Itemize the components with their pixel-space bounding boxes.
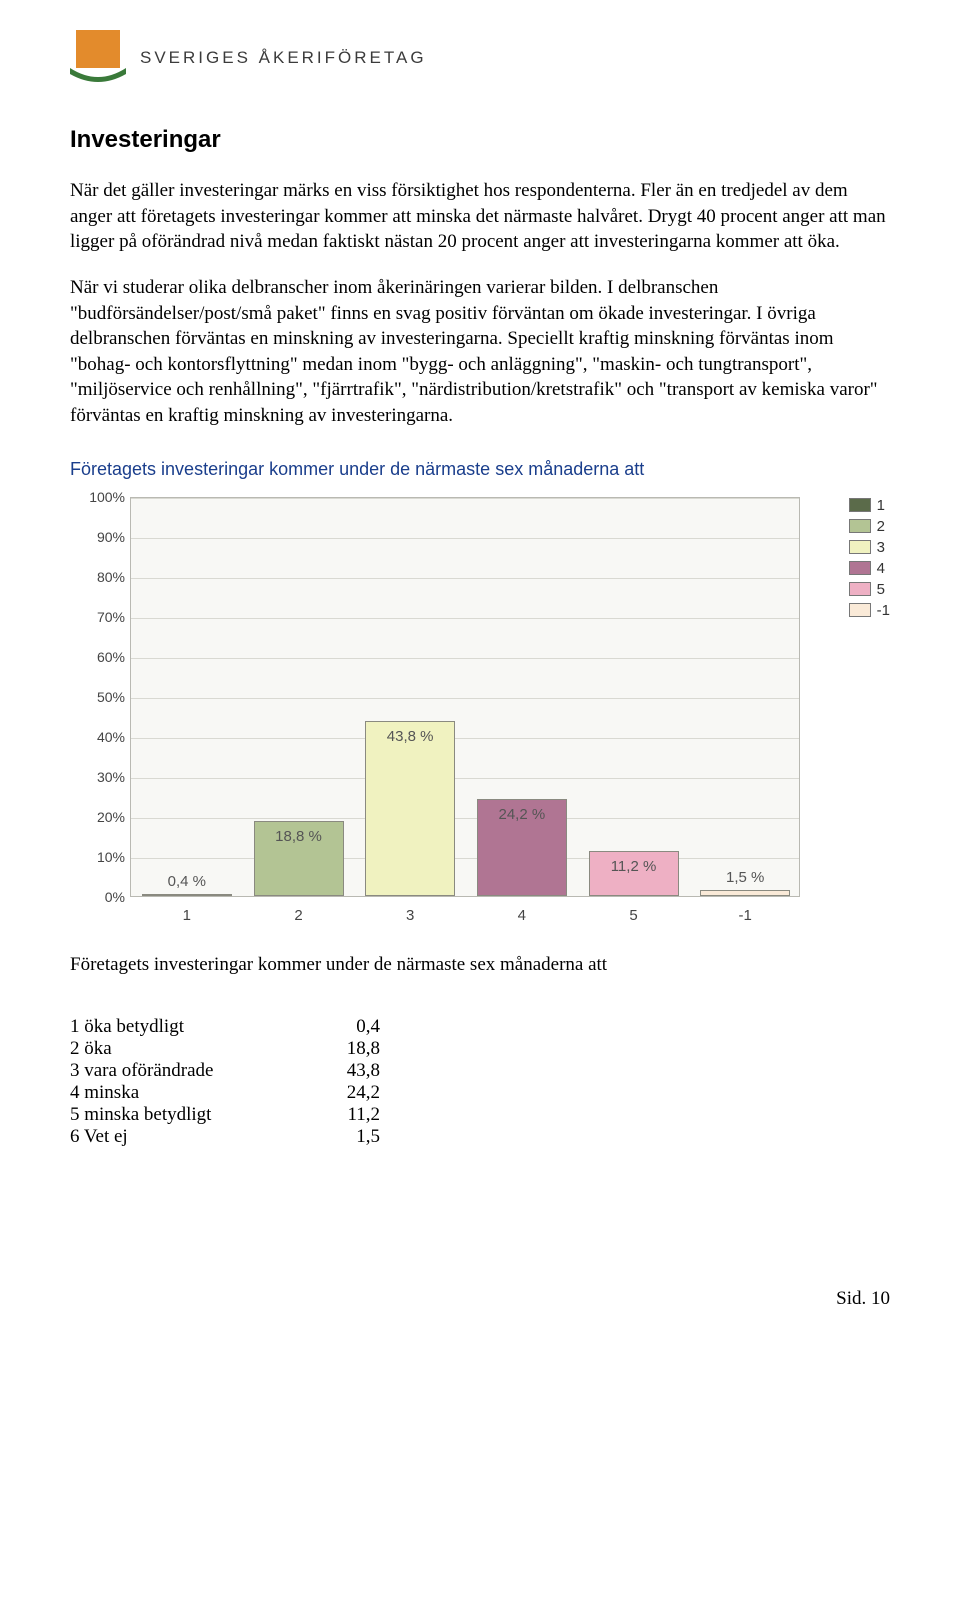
y-axis-tick: 30% (70, 769, 125, 785)
legend-item: -1 (849, 602, 890, 619)
chart-bar: 24,2 % (477, 799, 567, 896)
legend-item: 5 (849, 581, 890, 598)
y-axis-tick: 0% (70, 889, 125, 905)
body-paragraph-2: När vi studerar olika delbranscher inom … (70, 275, 890, 429)
page-number: Sid. 10 (70, 1288, 890, 1310)
y-axis-tick: 90% (70, 529, 125, 545)
body-paragraph-1: När det gäller investeringar märks en vi… (70, 178, 890, 255)
y-axis-tick: 80% (70, 569, 125, 585)
chart-legend: 1 2 3 4 5 -1 (849, 497, 890, 623)
y-axis-tick: 100% (70, 489, 125, 505)
page-title: Investeringar (70, 126, 890, 154)
chart-bar: 0,4 % (142, 894, 232, 896)
table-row: 5 minska betydligt11,2 (70, 1104, 890, 1126)
chart-bar: 43,8 % (365, 721, 455, 896)
x-axis-tick: -1 (705, 907, 785, 924)
x-axis-tick: 4 (482, 907, 562, 924)
brand-logo: SVERIGES ÅKERIFÖRETAG (70, 30, 890, 86)
y-axis-tick: 10% (70, 849, 125, 865)
x-axis-tick: 5 (594, 907, 674, 924)
bar-value-label: 0,4 % (168, 873, 206, 890)
chart-bar: 11,2 % (589, 851, 679, 896)
legend-item: 4 (849, 560, 890, 577)
y-axis-tick: 70% (70, 609, 125, 625)
bar-value-label: 43,8 % (387, 728, 434, 745)
bar-value-label: 18,8 % (275, 828, 322, 845)
brand-name: SVERIGES ÅKERIFÖRETAG (140, 48, 427, 68)
table-row: 3 vara oförändrade43,8 (70, 1060, 890, 1082)
table-row: 4 minska24,2 (70, 1082, 890, 1104)
bar-value-label: 24,2 % (498, 806, 545, 823)
chart-title: Företagets investeringar kommer under de… (70, 459, 890, 480)
y-axis-tick: 40% (70, 729, 125, 745)
legend-item: 3 (849, 539, 890, 556)
bar-chart: 0% 10% 20% 30% 40% 50% 60% 70% 80% 90% 100% 0,4 % 1… (70, 492, 890, 932)
chart-bar: 18,8 % (254, 821, 344, 896)
bar-value-label: 1,5 % (726, 869, 764, 886)
value-table-heading: Företagets investeringar kommer under de… (70, 954, 890, 976)
x-axis-tick: 3 (370, 907, 450, 924)
x-axis-tick: 2 (259, 907, 339, 924)
table-row: 6 Vet ej1,5 (70, 1126, 890, 1148)
y-axis-tick: 50% (70, 689, 125, 705)
table-row: 1 öka betydligt0,4 (70, 1016, 890, 1038)
brand-mark (70, 30, 126, 86)
chart-plot-area: 0,4 %18,8 %43,8 %24,2 %11,2 %1,5 % 12345… (130, 497, 800, 897)
value-table: 1 öka betydligt0,42 öka18,83 vara oförän… (70, 1016, 890, 1148)
table-row: 2 öka18,8 (70, 1038, 890, 1060)
legend-item: 2 (849, 518, 890, 535)
y-axis-tick: 60% (70, 649, 125, 665)
x-axis-tick: 1 (147, 907, 227, 924)
y-axis-tick: 20% (70, 809, 125, 825)
legend-item: 1 (849, 497, 890, 514)
chart-bar: 1,5 % (700, 890, 790, 896)
bar-value-label: 11,2 % (611, 858, 657, 875)
